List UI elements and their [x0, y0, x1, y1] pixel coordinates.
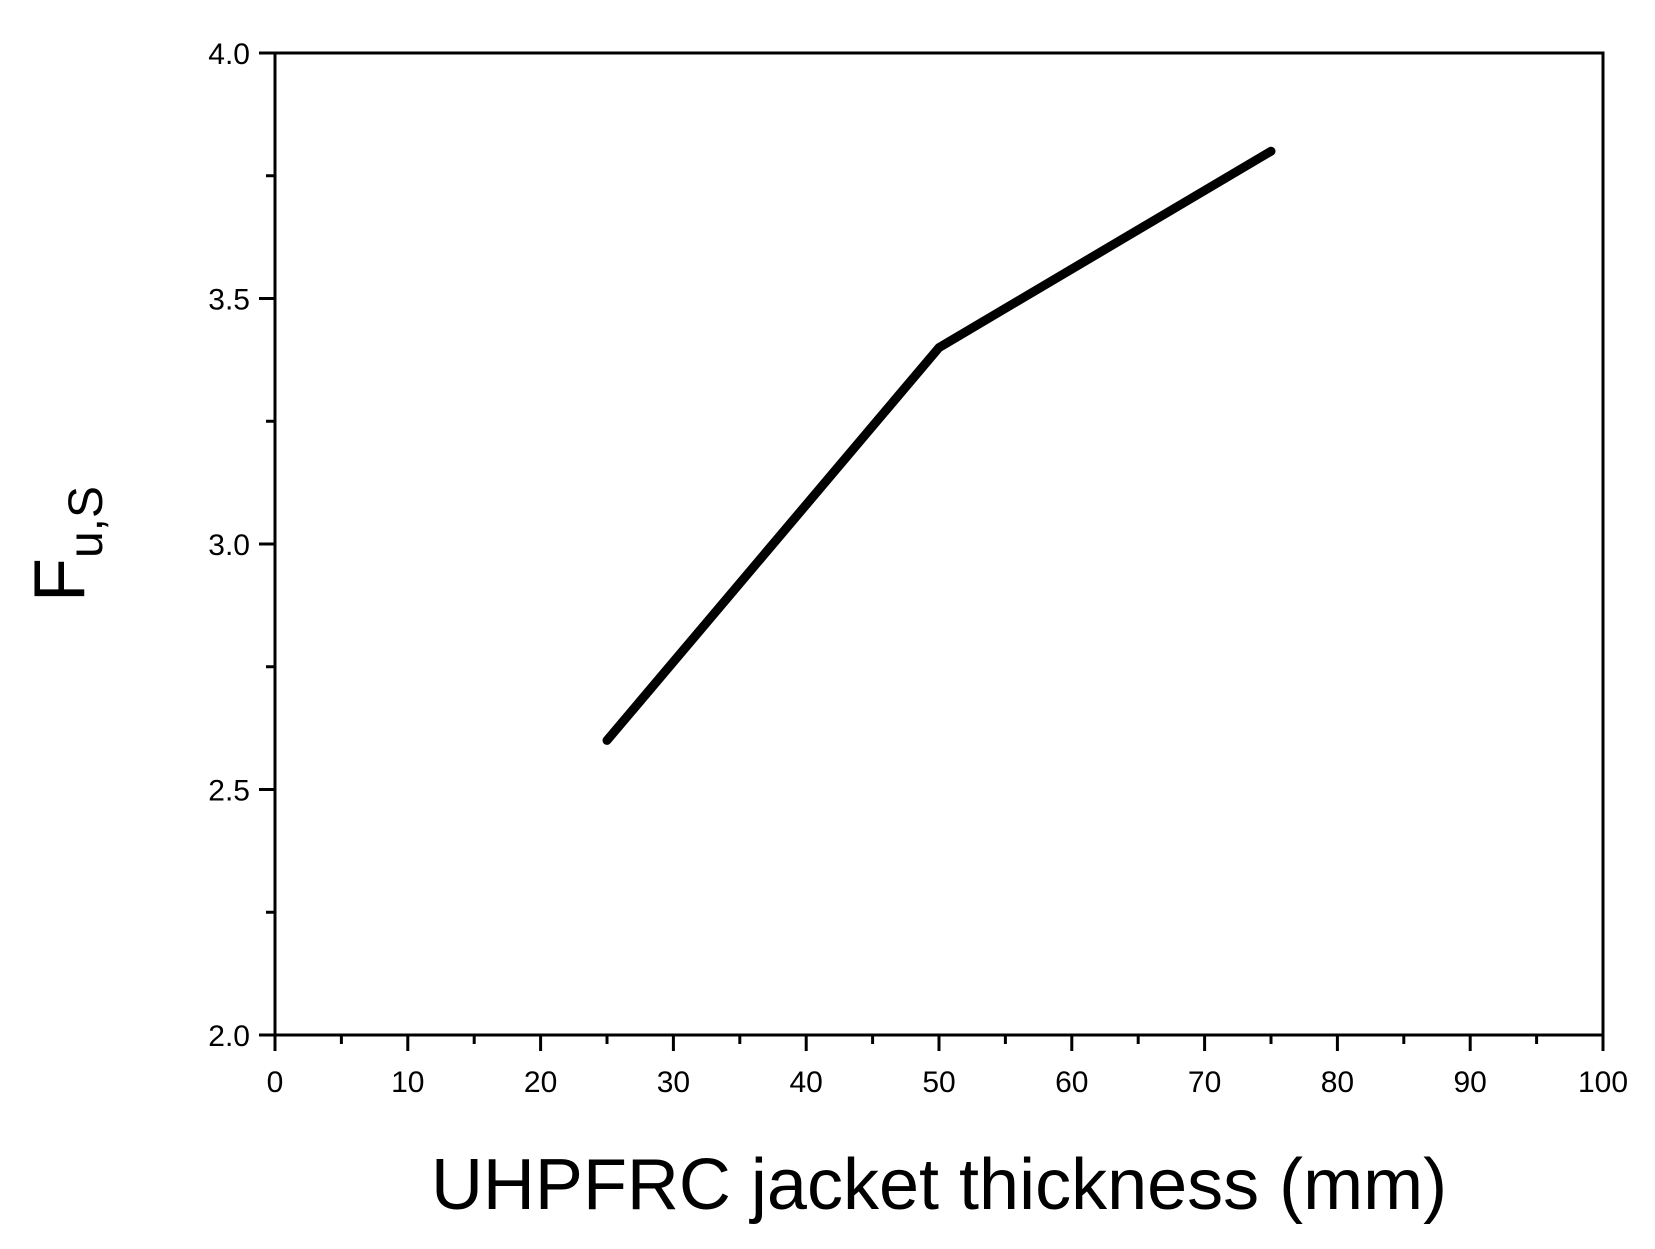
y-tick-labels: 2.0 2.5 3.0 3.5 4.0 — [208, 38, 250, 1053]
x-tick-label: 50 — [922, 1066, 955, 1099]
series-layer — [602, 146, 1276, 745]
x-tick-label: 60 — [1055, 1066, 1088, 1099]
plot-frame — [273, 51, 1605, 1037]
x-tick-label: 0 — [267, 1066, 284, 1099]
y-tick-label: 4.0 — [208, 38, 250, 71]
y-axis-title: Fu,S — [20, 486, 113, 602]
x-axis-title: UHPFRC jacket thickness (mm) — [431, 1145, 1447, 1225]
y-tick-label: 3.0 — [208, 529, 250, 562]
y-axis-title-main: F — [20, 558, 100, 602]
y-tick-label: 2.5 — [208, 775, 250, 808]
x-tick-label: 80 — [1321, 1066, 1354, 1099]
x-tick-label: 40 — [790, 1066, 823, 1099]
y-tick-label: 2.0 — [208, 1020, 250, 1053]
series-line — [602, 146, 1276, 745]
x-tick-label: 90 — [1454, 1066, 1487, 1099]
axis-ticks — [259, 51, 1605, 1051]
x-tick-label: 30 — [657, 1066, 690, 1099]
x-tick-label: 100 — [1578, 1066, 1628, 1099]
y-axis-title-sub: u,S — [60, 486, 113, 558]
x-tick-labels: 0 10 20 30 40 50 60 70 80 90 100 — [267, 1066, 1628, 1099]
x-tick-label: 10 — [391, 1066, 424, 1099]
x-tick-label: 70 — [1188, 1066, 1221, 1099]
x-tick-label: 20 — [524, 1066, 557, 1099]
y-tick-label: 3.5 — [208, 284, 250, 317]
